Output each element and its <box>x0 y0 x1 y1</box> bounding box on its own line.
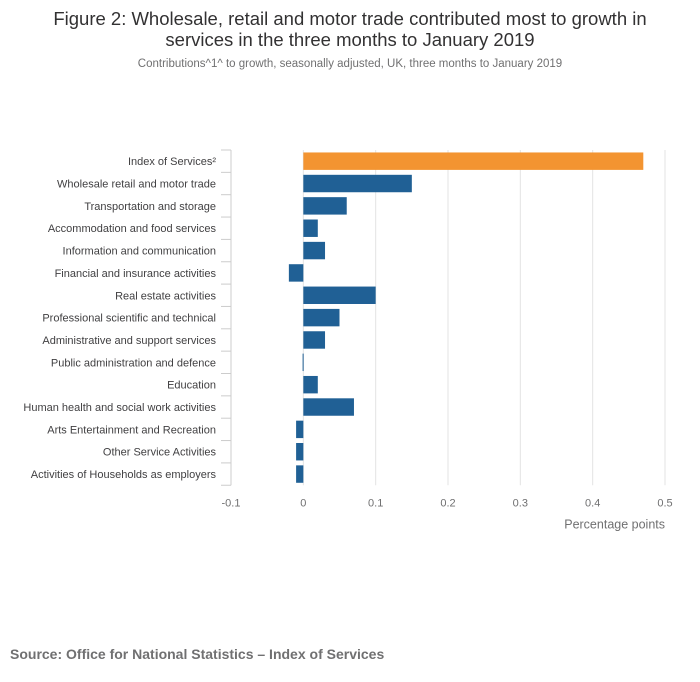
category-label: Accommodation and food services <box>48 223 217 235</box>
bar <box>296 443 304 461</box>
x-tick-label: 0.2 <box>440 497 455 509</box>
category-label: Arts Entertainment and Recreation <box>47 424 216 436</box>
category-label: Public administration and defence <box>51 357 216 369</box>
x-tick-label: 0.4 <box>585 497 600 509</box>
bar <box>303 241 326 260</box>
x-tick-label: 0.1 <box>368 497 383 509</box>
chart-title: Figure 2: Wholesale, retail and motor tr… <box>53 8 647 50</box>
bar <box>303 174 412 193</box>
bar <box>302 353 304 372</box>
x-axis-title: Percentage points <box>564 517 665 531</box>
bar <box>303 331 326 349</box>
category-label: Other Service Activities <box>103 447 217 459</box>
category-label: Wholesale retail and motor trade <box>57 179 216 191</box>
bar <box>303 152 644 170</box>
category-label: Index of Services² <box>128 156 216 168</box>
category-label: Transportation and storage <box>84 201 216 213</box>
chart-subtitle: Contributions^1^ to growth, seasonally a… <box>137 58 563 70</box>
category-label: Financial and insurance activities <box>55 268 217 280</box>
category-label: Education <box>167 380 216 392</box>
bar <box>303 286 376 304</box>
category-label: Human health and social work activities <box>23 402 216 414</box>
bar <box>303 375 318 394</box>
category-label: Professional scientific and technical <box>42 313 216 325</box>
x-tick-label: -0.1 <box>222 497 241 509</box>
category-label: Real estate activities <box>115 290 216 302</box>
bar <box>303 398 354 416</box>
bar <box>303 219 318 237</box>
x-tick-label: 0.3 <box>513 497 528 509</box>
bar <box>303 308 340 327</box>
bar <box>296 420 304 439</box>
category-label: Administrative and support services <box>42 335 216 347</box>
x-tick-label: 0.5 <box>657 497 672 509</box>
bar <box>288 264 304 282</box>
category-label: Information and communication <box>63 246 216 258</box>
x-tick-label: 0 <box>300 497 306 509</box>
bar <box>303 197 347 215</box>
category-label: Activities of Households as employers <box>31 469 217 481</box>
source-note: Source: Office for National Statistics –… <box>10 646 385 662</box>
bar <box>296 465 304 483</box>
